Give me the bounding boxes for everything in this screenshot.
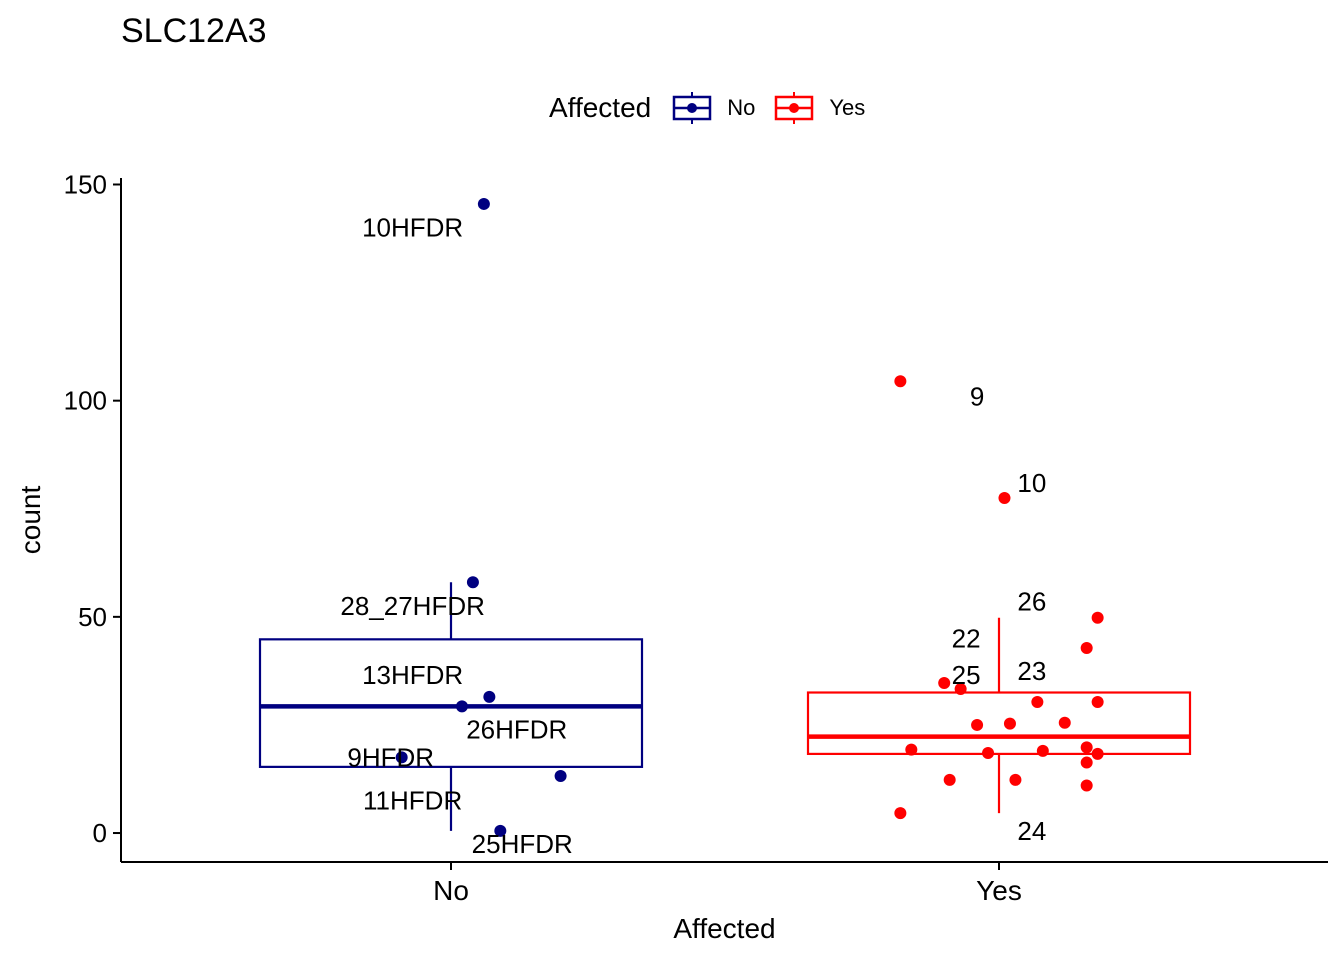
- data-point: [1080, 756, 1093, 769]
- legend-item-no: No: [671, 90, 755, 126]
- data-point: [1036, 744, 1049, 757]
- legend-title: Affected: [549, 92, 652, 123]
- x-axis-title: Affected: [673, 913, 775, 944]
- data-point: [982, 747, 995, 760]
- data-point: [1091, 611, 1104, 624]
- legend: Affected No Yes: [549, 88, 883, 128]
- data-point: [477, 197, 490, 210]
- data-point: [455, 700, 468, 713]
- point-label: 9HFDR: [347, 742, 434, 772]
- point-label: 23: [1017, 656, 1046, 686]
- data-point: [943, 773, 956, 786]
- box-body: [806, 691, 1192, 756]
- data-point: [894, 807, 907, 820]
- data-point: [1080, 779, 1093, 792]
- data-point: [905, 743, 918, 756]
- data-point: [1003, 717, 1016, 730]
- data-point: [395, 751, 408, 764]
- point-label: 10: [1017, 468, 1046, 498]
- legend-label-yes: Yes: [829, 95, 866, 120]
- y-tick-label: 150: [64, 169, 107, 199]
- data-point: [1091, 747, 1104, 760]
- point-label: 25: [952, 660, 981, 690]
- point-label: 13HFDR: [362, 660, 463, 690]
- data-point: [1031, 696, 1044, 709]
- point-label: 11HFDR: [363, 786, 462, 816]
- legend-label-no: No: [727, 95, 756, 120]
- data-point: [894, 375, 907, 388]
- data-point: [954, 683, 967, 696]
- data-point: [1091, 696, 1104, 709]
- box-body: [258, 638, 644, 768]
- point-label: 9: [970, 381, 984, 411]
- y-tick-label: 100: [64, 386, 107, 416]
- legend-key-no: [672, 92, 712, 124]
- data-point: [554, 769, 567, 782]
- data-point: [1080, 741, 1093, 754]
- y-tick-label: 50: [78, 602, 107, 632]
- data-point: [1080, 641, 1093, 654]
- y-tick-label: 0: [93, 818, 107, 848]
- data-point: [998, 491, 1011, 504]
- point-label: 26HFDR: [466, 714, 567, 744]
- legend-item-yes: Yes: [773, 90, 865, 126]
- data-point: [938, 677, 951, 690]
- data-point: [1058, 716, 1071, 729]
- point-label: 10HFDR: [362, 213, 463, 243]
- point-label: 22: [952, 623, 981, 653]
- legend-key-yes: [775, 92, 814, 124]
- y-axis-title: count: [15, 486, 46, 555]
- x-tick-label: No: [433, 875, 469, 906]
- point-label: 25HFDR: [472, 829, 573, 859]
- data-point: [466, 576, 479, 589]
- point-label: 28_27HFDR: [340, 591, 485, 621]
- data-point: [971, 718, 984, 731]
- data-point: [494, 824, 507, 837]
- point-label: 24: [1017, 816, 1046, 846]
- chart-title: SLC12A3: [121, 12, 267, 50]
- data-point: [1009, 773, 1022, 786]
- data-point: [483, 690, 496, 703]
- point-label: 26: [1017, 587, 1046, 617]
- x-tick-label: Yes: [976, 875, 1022, 906]
